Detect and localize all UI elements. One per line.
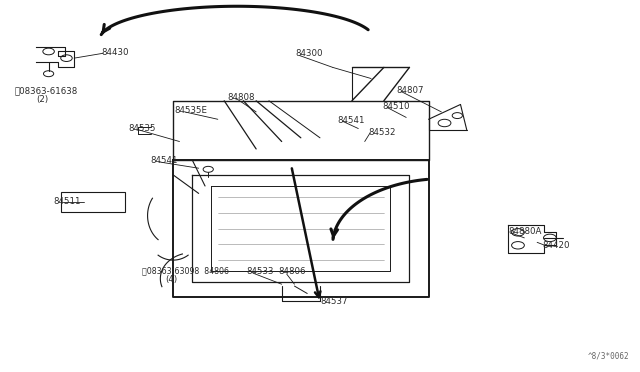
Text: 84807: 84807 [397,86,424,95]
Text: Ⓜ08363-63098  84806: Ⓜ08363-63098 84806 [143,267,230,276]
Text: Ⓜ08363-61638: Ⓜ08363-61638 [15,86,78,95]
Text: 84532: 84532 [368,128,396,137]
Text: 84535E: 84535E [174,106,207,115]
Text: 84535: 84535 [129,124,156,133]
Text: 84806: 84806 [278,267,306,276]
Text: 84541: 84541 [151,156,179,165]
Text: 84300: 84300 [296,49,323,58]
Text: (2): (2) [36,95,48,104]
Text: 84511: 84511 [53,197,81,206]
Text: 84537: 84537 [320,297,348,306]
Text: (4): (4) [166,275,177,284]
Text: 84430: 84430 [102,48,129,57]
Text: 84808: 84808 [227,93,255,102]
Text: 84541: 84541 [337,116,365,125]
Bar [61,192,125,212]
Text: ^8/3*0062: ^8/3*0062 [588,351,630,360]
Text: 84420: 84420 [542,241,570,250]
Text: 84510: 84510 [383,102,410,111]
Text: 84533: 84533 [246,267,274,276]
Text: 84880A: 84880A [508,227,542,236]
